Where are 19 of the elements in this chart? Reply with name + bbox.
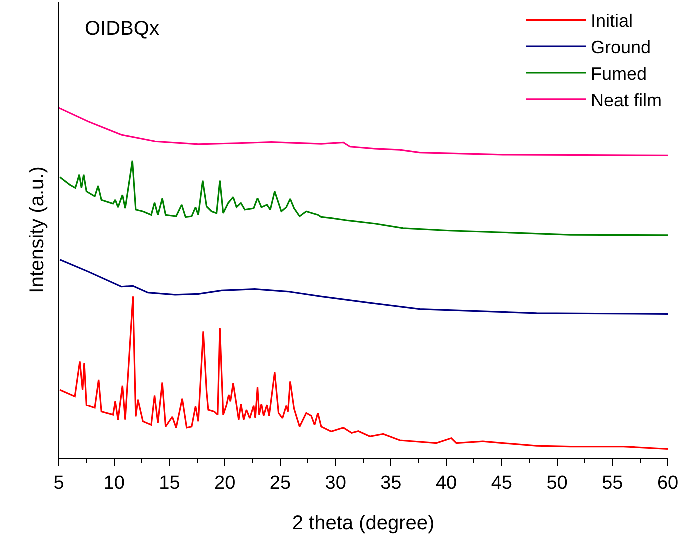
x-tick-label: 30 bbox=[325, 472, 346, 494]
x-axis-title: 2 theta (degree) bbox=[292, 512, 435, 534]
x-tick-label: 15 bbox=[159, 472, 180, 494]
x-tick-label: 35 bbox=[380, 472, 402, 494]
text: OIDBQx bbox=[85, 18, 160, 40]
legend-label: Ground bbox=[591, 38, 652, 58]
x-tick-label: 60 bbox=[657, 472, 679, 494]
legend-label: Initial bbox=[591, 11, 634, 32]
x-tick-label: 45 bbox=[491, 472, 512, 494]
legend-label: Fumed bbox=[591, 64, 648, 84]
x-tick-label: 50 bbox=[546, 472, 568, 494]
x-tick-label: 40 bbox=[436, 472, 458, 494]
x-tick-label: 25 bbox=[270, 472, 292, 494]
x-tick-label: 5 bbox=[54, 472, 64, 494]
x-tick-label: 55 bbox=[602, 472, 624, 494]
x-tick-label: 10 bbox=[104, 472, 125, 494]
x-tick-label: 20 bbox=[214, 472, 236, 494]
y-axis-title: Intensity (a.u.) bbox=[26, 166, 48, 294]
legend-label: Neat film bbox=[591, 90, 662, 110]
